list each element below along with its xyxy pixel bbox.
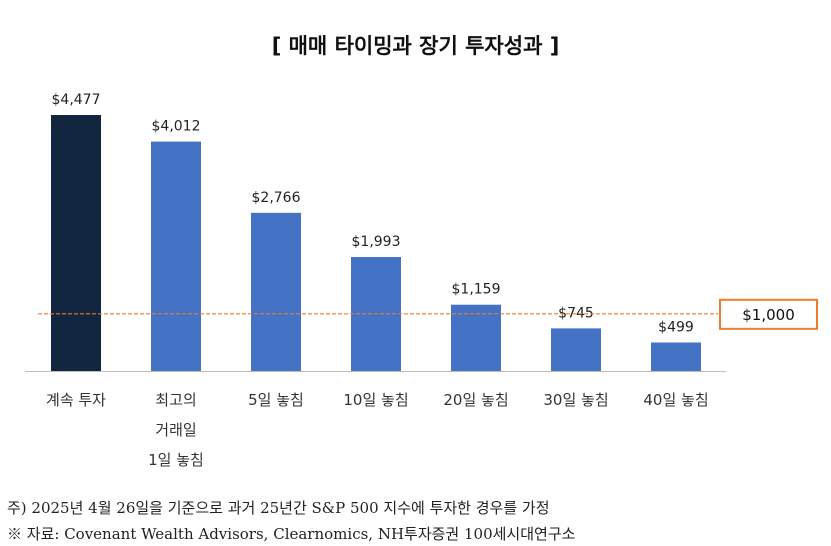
tick-label: 최고의 [155,391,196,409]
bar [151,141,201,371]
tick-label: 10일 놓침 [343,391,408,409]
data-label: $4,477 [52,92,101,108]
bar [251,212,301,371]
tick-label: 30일 놓침 [543,391,608,409]
tick-label: 40일 놓침 [643,391,708,409]
footnote: 주) 2025년 4월 26일을 기준으로 과거 25년간 S&P 500 지수… [7,499,550,517]
data-label: $1,993 [352,234,401,250]
reference-label: $1,000 [742,306,795,324]
chart-title: [ 매매 타이밍과 장기 투자성과 ] [271,34,560,58]
bar [651,342,701,371]
tick-label: 계속 투자 [46,391,106,409]
reference-label-box [719,298,818,330]
data-label: $499 [658,319,694,335]
source-note: ※ 자료: Covenant Wealth Advisors, Clearnom… [7,525,576,543]
tick-label: 1일 놓침 [148,451,204,469]
data-label: $2,766 [252,190,301,206]
data-label: $1,159 [452,282,501,298]
bar [551,328,601,371]
bar [51,115,101,371]
tick-label: 5일 놓침 [248,391,304,409]
bar [451,304,501,371]
tick-label: 거래일 [155,421,196,439]
tick-label: 20일 놓침 [443,391,508,409]
data-label: $4,012 [152,119,201,135]
